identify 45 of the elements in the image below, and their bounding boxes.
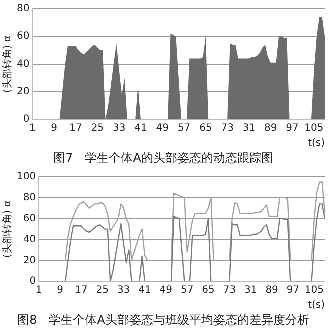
x-tick-label: 1 (36, 285, 42, 296)
x-tick-label: 105 (304, 123, 324, 134)
x-tick-label: 89 (266, 285, 278, 296)
y-tick-label: 80 (16, 4, 30, 15)
x-tick-label: 49 (156, 123, 169, 134)
x-tick-label: 65 (202, 285, 215, 296)
x-tick-label: 31 (242, 123, 256, 134)
y-tick-label: 20 (23, 255, 36, 266)
x-tick-label: 97 (286, 123, 299, 134)
x-tick-label: 57 (180, 285, 194, 296)
y-tick-label: 0 (30, 276, 36, 288)
x-tick-label: 97 (286, 285, 300, 296)
y-tick-label: 80 (23, 192, 36, 204)
y-tick-label: 100 (16, 172, 36, 183)
x-tick-label: 31 (244, 285, 258, 296)
y-tick-label: 60 (23, 213, 36, 224)
x-axis-title: t(s) (308, 300, 326, 312)
x-tick-label: 49 (160, 285, 173, 296)
x-tick-label: 33 (117, 285, 130, 296)
y-tick-label: 60 (16, 31, 30, 42)
x-tick-label: 65 (200, 123, 212, 134)
x-tick-label: 33 (112, 123, 126, 134)
x-tick-label: 17 (75, 285, 88, 296)
x-axis-title: t(s) (308, 138, 326, 150)
y-tick-label: 20 (16, 86, 30, 98)
x-tick-label: 41 (134, 123, 148, 134)
text: 图7 学生个体A的头部姿态的动态跟踪图 (54, 150, 274, 165)
x-tick-label: 9 (51, 123, 58, 134)
x-tick-label: 89 (264, 123, 278, 134)
x-tick-label: 73 (221, 123, 234, 134)
x-tick-label: 73 (223, 285, 236, 296)
y-tick-label: 40 (23, 234, 36, 246)
y-tick-label: 40 (16, 58, 30, 70)
y-axis-title: (头部转角) α (2, 200, 14, 258)
y-tick-label: 0 (23, 114, 30, 126)
x-tick-label: 9 (57, 285, 64, 296)
x-tick-label: 41 (138, 285, 152, 296)
x-tick-label: 25 (91, 123, 104, 134)
x-tick-label: 57 (178, 123, 191, 134)
y-axis-title: (头部转角) α (2, 35, 14, 94)
x-tick-label: 25 (96, 285, 109, 296)
x-tick-label: 17 (70, 123, 82, 134)
text: 图8 学生个体A头部姿态与班级平均姿态的差异度分析 (18, 312, 310, 327)
x-tick-label: 105 (304, 285, 324, 296)
x-tick-label: 1 (30, 123, 36, 134)
